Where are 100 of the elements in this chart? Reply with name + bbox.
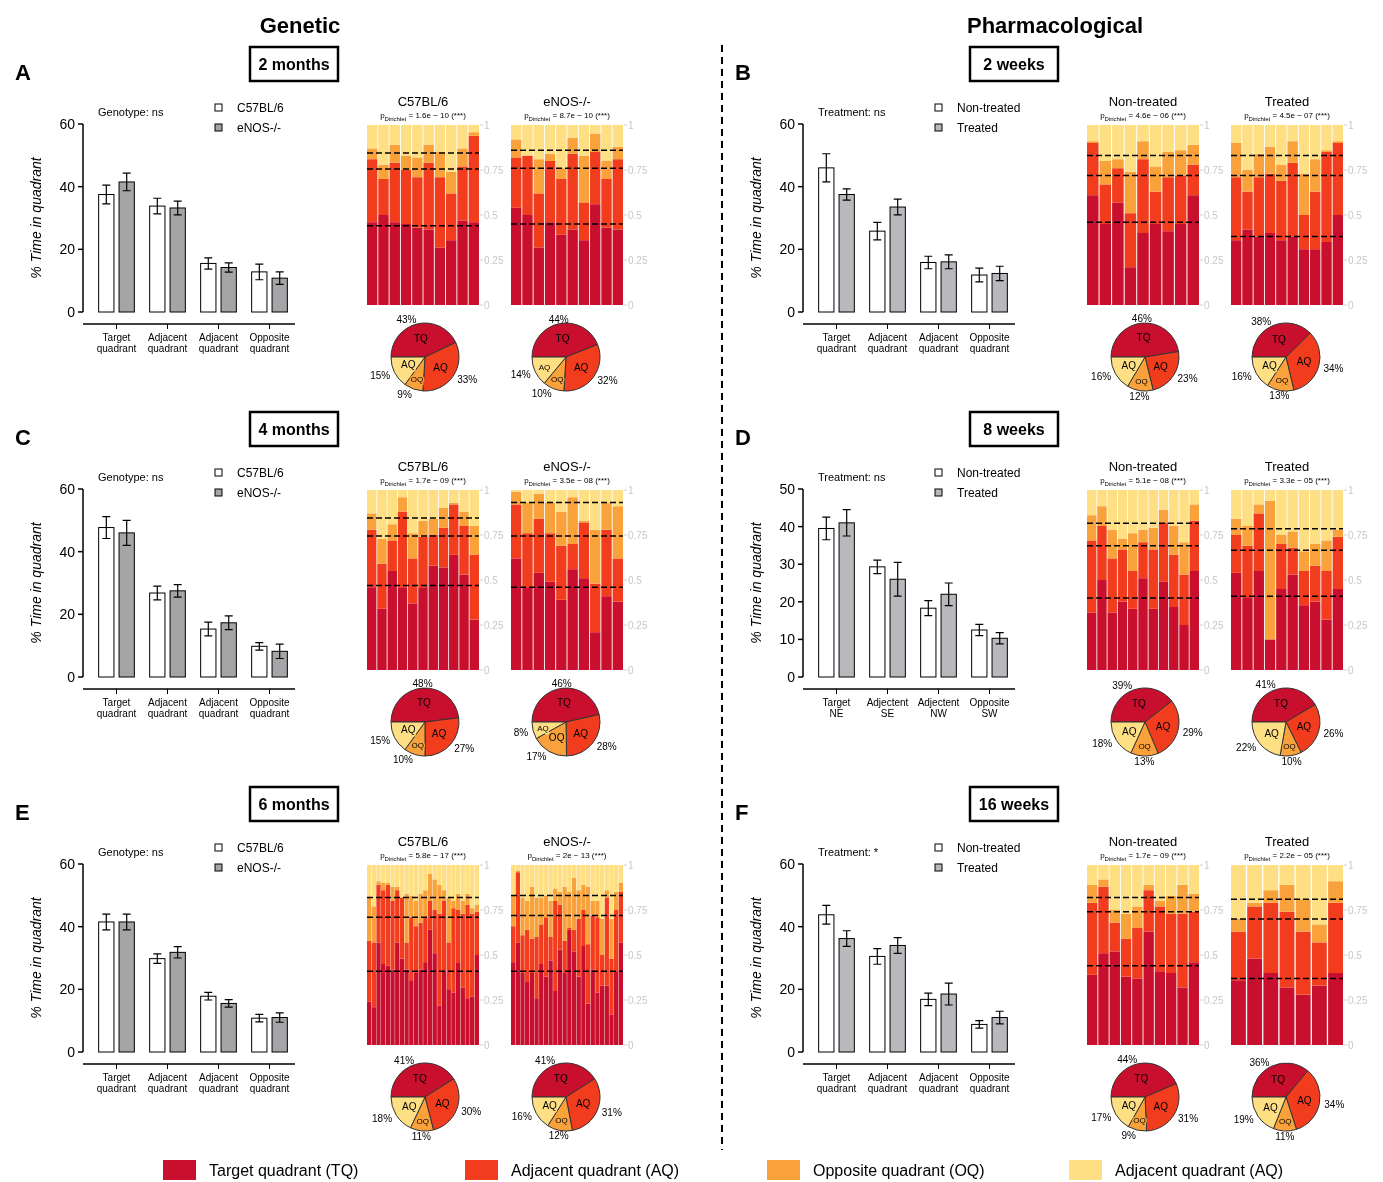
legend-label: C57BL/6 [237,841,285,855]
chart-subtitle: p$_{Dirichlet}$ = 1.7e − 09 (***) [1100,851,1187,862]
data-label: 48% [412,678,433,690]
y-tick-label: 20 [779,241,796,258]
x-tick-label: Opposite quadrant [249,1072,290,1094]
slice-label: AQ [1296,721,1312,733]
slice-label: OQ [551,375,564,385]
slice-label: AQ [575,1098,591,1110]
chart-title: 2 weeks [983,56,1045,73]
chart-title: 8 weeks [983,421,1045,438]
slice-label: AQ [401,359,416,371]
slice-label: TQ [553,1073,568,1085]
data-label: 34% [1324,1099,1345,1111]
slice-label: AQ [431,728,447,740]
data-label: 9% [1121,1129,1137,1141]
data-label: 18% [372,1112,393,1124]
legend-label: Non-treated [957,466,1021,480]
x-tick-label: Opposite quadrant [969,1072,1010,1094]
x-tick-label: Adjacent quadrant [918,1072,959,1094]
chart-subtitle: p$_{Dirichlet}$ = 5.8e − 17 (***) [380,851,467,862]
slice-label: AQ [573,361,589,373]
data-label: 39% [1112,680,1133,692]
slice-label: AQ [573,727,589,739]
slice-label: OQ [1275,376,1289,386]
chart-title: 2 months [258,56,330,73]
chart-subtitle: p$_{Dirichlet}$ = 1.7e − 09 (***) [380,476,467,487]
slice-label: TQ [1271,1074,1286,1086]
chart-title: eNOS-/- [543,459,591,474]
data-label: 14% [510,368,531,380]
slice-label: AQ [435,1097,450,1109]
chart-title: 6 months [258,796,330,813]
data-label: 28% [596,741,617,753]
slice-label: TQ [1131,698,1147,710]
y-tick-label: 40 [779,918,796,935]
slice-label: TQ [413,332,429,344]
data-label: 15% [370,734,391,746]
y-axis-title: % Time in quadrant [748,156,764,279]
chart-subtitle: p$_{Dirichlet}$ = 2e − 13 (***) [527,851,607,862]
x-tick-label: Target quadrant [816,1072,857,1094]
data-label: 9% [397,388,412,400]
text: Genotype: ns [98,106,164,118]
data-label: 44% [548,313,569,325]
data-label: 8% [513,726,529,738]
text: Treatment: * [818,846,879,858]
slice-label: OQ [1283,741,1296,751]
slice-label: AQ [1121,1100,1137,1112]
y-tick-label: 10 [779,631,796,648]
data-label: 16% [511,1110,532,1122]
slice-label: OQ [1133,1116,1146,1126]
data-label: 10% [392,754,414,766]
legend-label: Non-treated [957,841,1021,855]
y-tick-label: 20 [779,981,796,998]
chart-title: eNOS-/- [543,94,591,109]
y-tick-label: 40 [779,518,796,535]
data-label: 44% [1117,1053,1138,1065]
data-label: 46% [551,678,572,690]
y-tick-label: 60 [59,856,76,872]
data-label: 43% [396,313,417,325]
slice-label: TQ [1134,1072,1149,1084]
slice-label: OQ [416,1116,429,1126]
y-tick-label: 30 [779,556,796,573]
y-tick-label: 60 [59,116,76,132]
text: A [15,60,31,85]
y-tick-label: 60 [779,856,796,872]
x-tick-label: Adjacent quadrant [867,332,908,354]
y-tick-label: 20 [59,606,76,623]
data-label: 13% [1134,756,1155,767]
x-tick-label: Target quadrant [96,1072,137,1094]
slice-label: TQ [1274,697,1289,709]
legend-label: Treated [957,486,998,500]
y-tick-label: 20 [59,981,76,998]
data-label: 16% [1231,370,1252,382]
data-label: 32% [597,374,618,386]
y-tick-label: 20 [59,241,76,258]
data-label: 16% [1091,371,1112,383]
chart-title: Non-treated [1108,834,1178,849]
data-label: 27% [454,742,475,754]
slice-label: AQ [401,1101,417,1113]
chart-title: eNOS-/- [543,834,591,849]
y-tick-label: 50 [779,481,796,497]
x-tick-label: Opposite quadrant [249,697,290,719]
legend-label: Non-treated [957,101,1021,115]
slice-label: OQ [1279,1116,1292,1126]
data-label: 26% [1323,727,1344,739]
legend-label: C57BL/6 [237,101,285,115]
data-label: 38% [1251,315,1272,327]
data-label: 41% [1255,679,1276,691]
slice-label: TQ [416,697,431,709]
y-tick-label: 0 [67,669,76,685]
chart-title: Non-treated [1108,459,1178,474]
slice-label: AQ [1262,359,1278,371]
legend-label: C57BL/6 [237,466,285,480]
y-tick-label: 60 [779,116,796,132]
slice-label: OQ [410,375,424,385]
chart-subtitle: p$_{Dirichlet}$ = 5.1e − 08 (***) [1100,476,1187,487]
x-tick-label: Adjacent quadrant [867,1072,908,1094]
y-axis-title: % Time in quadrant [28,521,44,644]
slice-label: AQ [542,1100,558,1112]
x-tick-label: Adjacent quadrant [147,1072,188,1094]
x-tick-label: Target quadrant [96,332,137,354]
